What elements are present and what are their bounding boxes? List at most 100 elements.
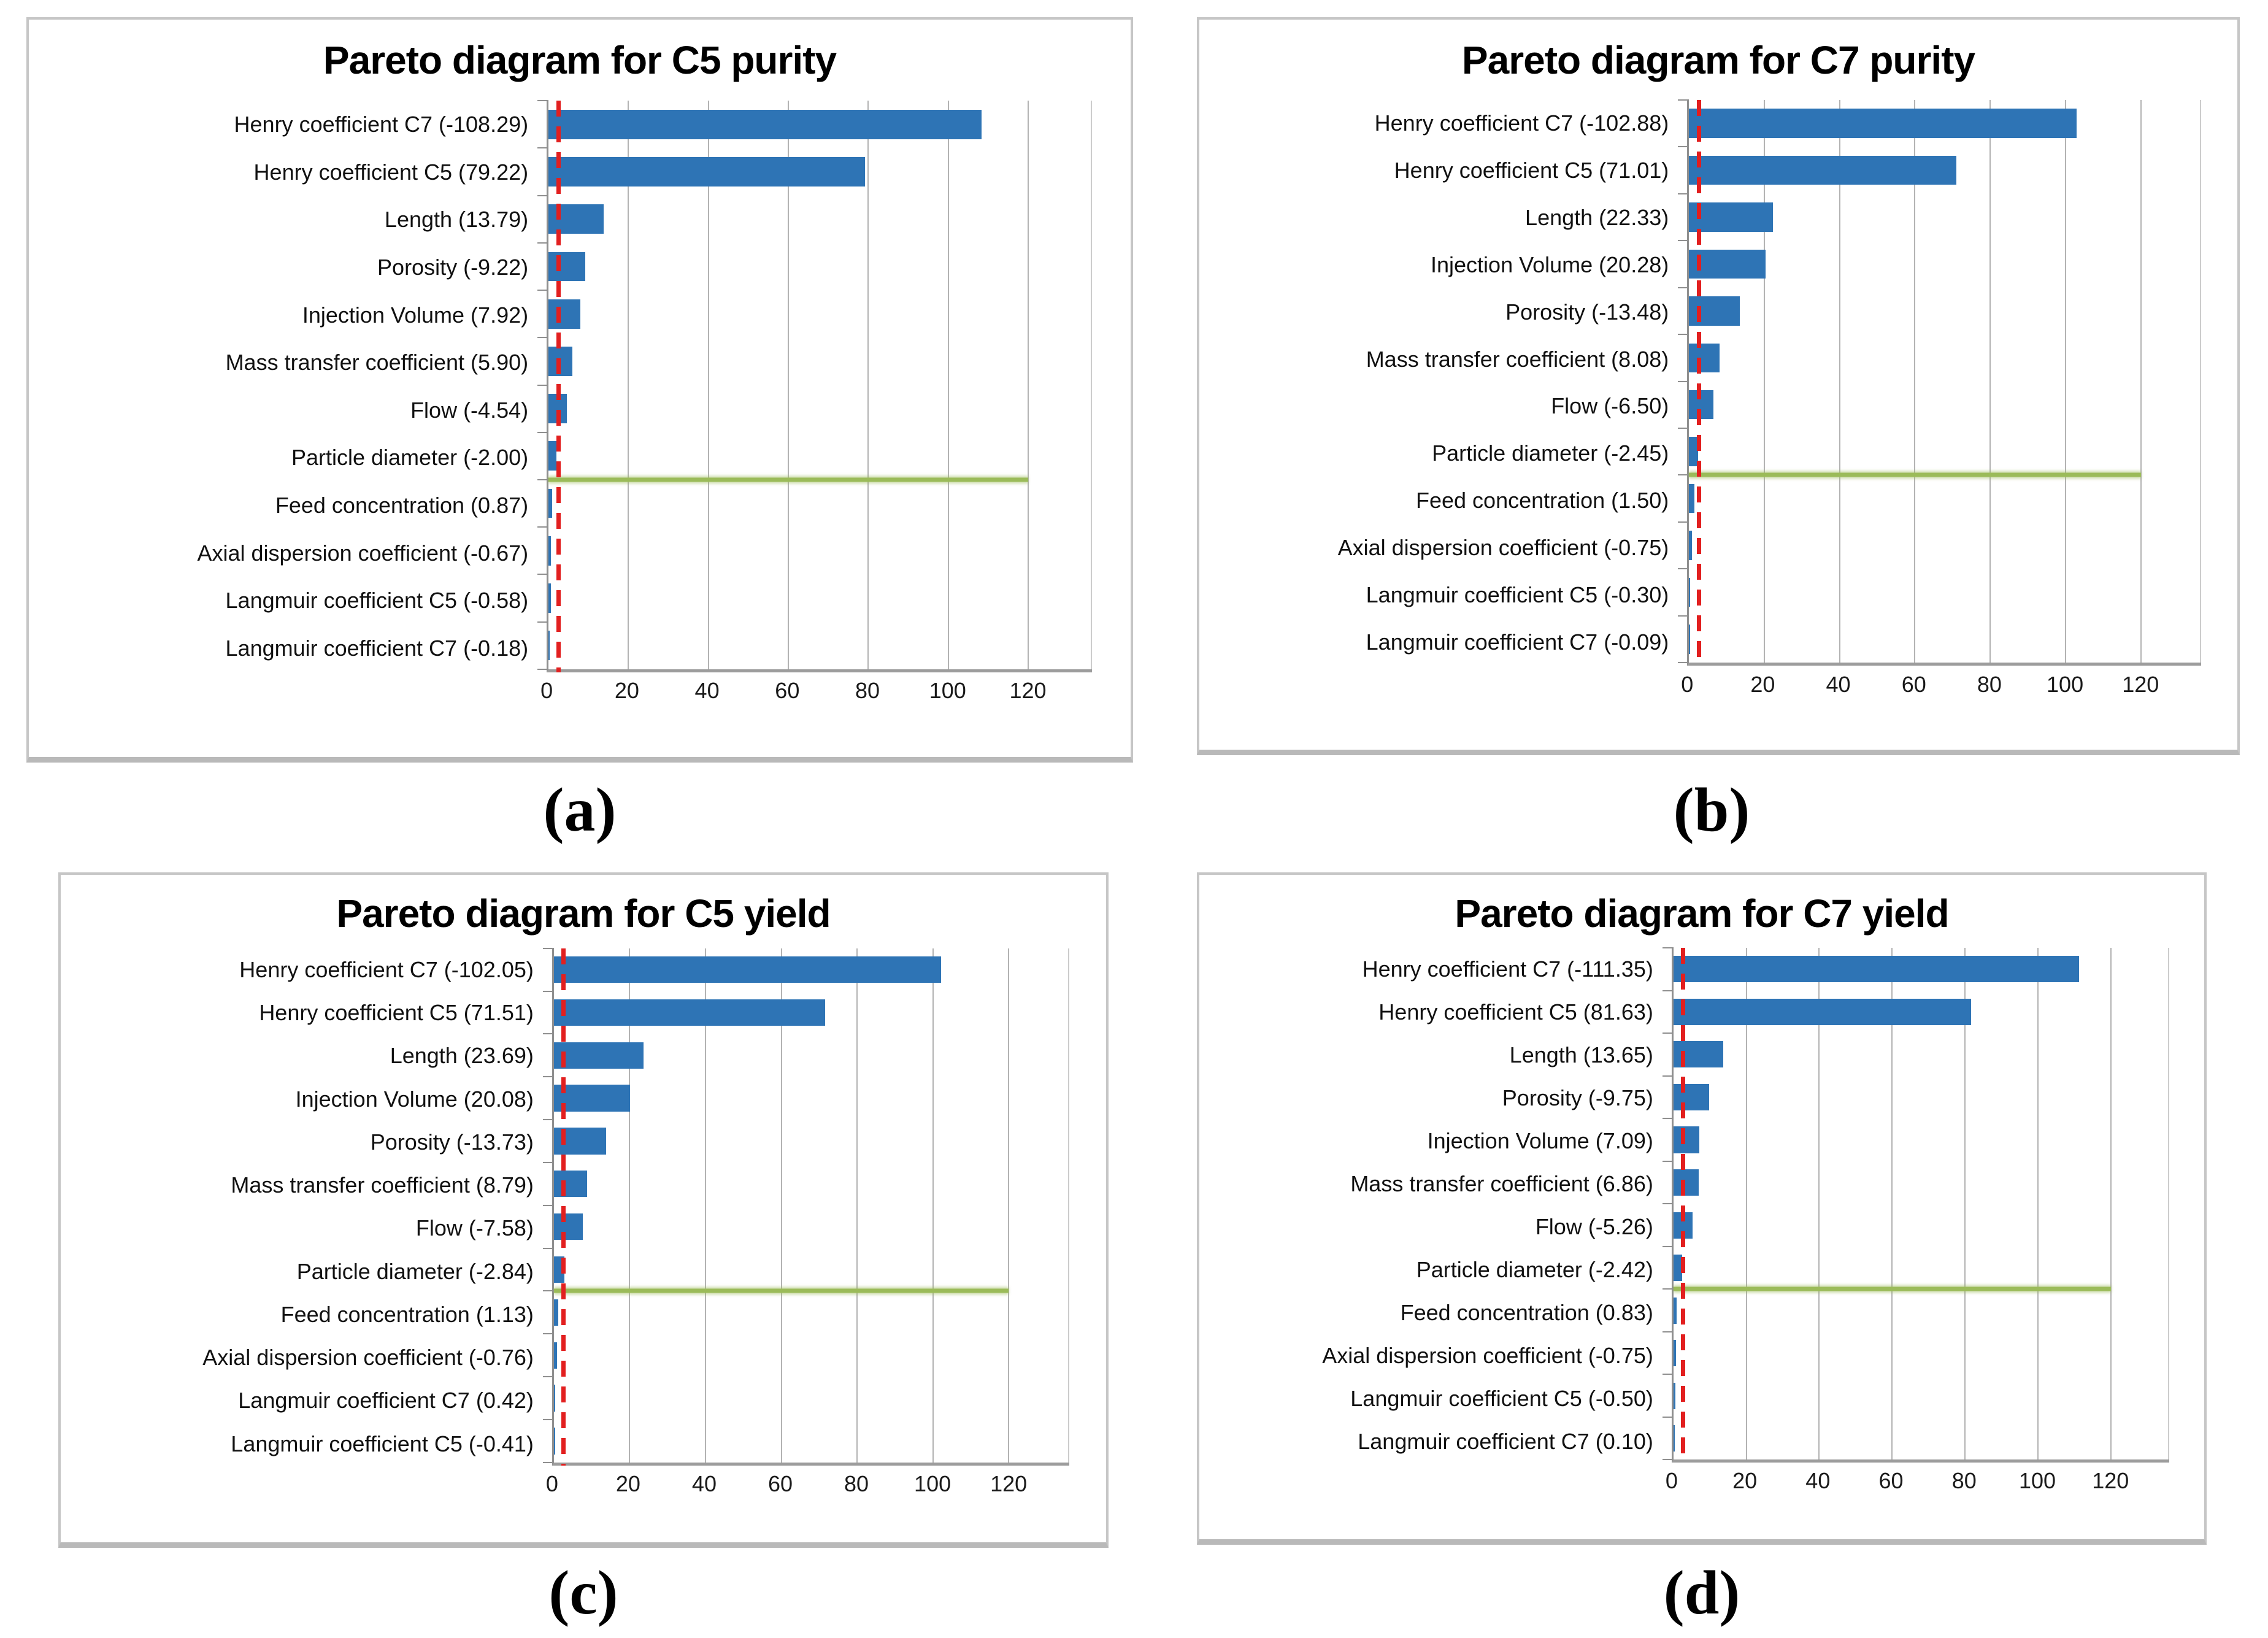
category-label: Porosity (-13.48) xyxy=(1505,299,1669,325)
category-label: Injection Volume (20.08) xyxy=(295,1086,534,1112)
bar xyxy=(553,1385,556,1412)
gridline xyxy=(1839,99,1840,663)
category-label: Langmuir coefficient C7 (0.10) xyxy=(1358,1428,1653,1454)
category-label: Axial dispersion coefficient (-0.76) xyxy=(202,1345,534,1371)
category-label: Porosity (-13.73) xyxy=(370,1129,534,1155)
axis-tick xyxy=(542,1247,554,1249)
axis-tick xyxy=(537,479,549,480)
x-tick-label: 20 xyxy=(1732,1468,1758,1494)
axis-tick xyxy=(1678,380,1689,382)
chart-title: Pareto diagram for C7 purity xyxy=(1461,37,1975,82)
axis-tick xyxy=(1662,1416,1674,1418)
category-label: Flow (-6.50) xyxy=(1551,393,1669,419)
axis-tick xyxy=(537,194,549,196)
x-tick-label: 120 xyxy=(990,1471,1028,1496)
axis-tick xyxy=(1662,1160,1674,1162)
axis-tick xyxy=(1678,521,1689,523)
category-label: Henry coefficient C5 (71.51) xyxy=(259,1000,534,1026)
category-label: Langmuir coefficient C7 (-0.09) xyxy=(1366,629,1669,655)
axis-tick xyxy=(1678,286,1689,288)
category-label: Henry coefficient C7 (-102.05) xyxy=(239,956,534,982)
x-tick-label: 0 xyxy=(1665,1468,1678,1494)
gridline xyxy=(629,948,631,1463)
axis-tick xyxy=(537,668,549,670)
category-label: Henry coefficient C5 (81.63) xyxy=(1378,999,1653,1025)
threshold-line xyxy=(561,948,566,1466)
x-tick-label: 20 xyxy=(615,1471,640,1496)
x-tick-label: 60 xyxy=(767,1471,793,1496)
bar xyxy=(1673,1169,1699,1196)
bar xyxy=(553,956,941,983)
axis-tick xyxy=(542,1461,554,1463)
x-tick-label: 100 xyxy=(929,678,966,704)
plot-area xyxy=(1678,99,2201,666)
x-tick-label: 80 xyxy=(1977,671,2002,697)
bar xyxy=(548,252,586,282)
x-tick-label: 40 xyxy=(694,678,720,704)
axis-tick xyxy=(537,100,549,102)
axis-tick xyxy=(1662,1203,1674,1205)
plot-area xyxy=(537,100,1093,672)
category-label: Axial dispersion coefficient (-0.67) xyxy=(197,540,529,566)
category-label: Axial dispersion coefficient (-0.75) xyxy=(1322,1342,1653,1368)
bar xyxy=(553,1171,588,1198)
category-label: Feed concentration (0.83) xyxy=(1400,1299,1653,1325)
x-tick-label: 60 xyxy=(1878,1468,1904,1494)
x-tick-label: 60 xyxy=(775,678,800,704)
axis-tick xyxy=(1662,990,1674,991)
gridline xyxy=(867,101,869,669)
bar xyxy=(1673,1297,1677,1324)
axis-tick xyxy=(1662,1245,1674,1247)
category-label: Langmuir coefficient C7 (0.42) xyxy=(238,1388,534,1413)
gridline xyxy=(1027,101,1029,669)
bar xyxy=(553,1213,583,1240)
x-tick-label: 120 xyxy=(1009,678,1047,704)
axis-tick xyxy=(1662,1374,1674,1375)
category-label: Henry coefficient C7 (-111.35) xyxy=(1362,956,1653,982)
x-tick-label: 120 xyxy=(2092,1468,2129,1494)
category-label: Flow (-4.54) xyxy=(410,397,529,423)
category-label: Henry coefficient C7 (-102.88) xyxy=(1374,110,1669,136)
plot-area xyxy=(542,947,1070,1466)
bar xyxy=(1689,437,1699,466)
chart-title: Pareto diagram for C5 yield xyxy=(336,891,831,936)
category-label: Langmuir coefficient C5 (-0.41) xyxy=(231,1431,534,1456)
category-label: Injection Volume (7.92) xyxy=(302,302,529,328)
x-axis: 0 20 40 60 80 100 120 xyxy=(540,678,1092,715)
axis-tick xyxy=(1678,334,1689,336)
category-label: Length (13.79) xyxy=(384,207,529,233)
gridline xyxy=(788,101,789,669)
axis-tick xyxy=(542,1161,554,1163)
bar xyxy=(1689,109,2077,138)
bar xyxy=(553,1299,558,1326)
bar xyxy=(553,1428,556,1455)
category-label: Particle diameter (-2.45) xyxy=(1432,440,1669,466)
axis-tick xyxy=(537,431,549,433)
axis-tick xyxy=(1662,1075,1674,1077)
axis-tick xyxy=(537,574,549,575)
bar xyxy=(548,299,580,329)
chart-title: Pareto diagram for C7 yield xyxy=(1455,891,1949,936)
gridline xyxy=(628,101,629,669)
gridline xyxy=(1914,99,1916,663)
pareto-panel-c5-yield: Pareto diagram for C5 yield Henry coeffi… xyxy=(58,872,1109,1548)
gridline xyxy=(1008,948,1010,1463)
bar xyxy=(1673,1382,1675,1409)
category-label: Langmuir coefficient C5 (-0.58) xyxy=(225,588,529,613)
category-axis: Henry coefficient C7 (-102.88) Henry coef… xyxy=(1199,100,1687,666)
bar xyxy=(548,441,557,471)
x-tick-label: 40 xyxy=(691,1471,717,1496)
bar xyxy=(553,1085,630,1112)
bar xyxy=(1673,1083,1709,1110)
gridline xyxy=(707,101,709,669)
bar xyxy=(1673,1425,1675,1452)
axis-tick xyxy=(537,621,549,623)
x-tick-label: 20 xyxy=(1750,671,1775,697)
axis-tick xyxy=(1662,1118,1674,1120)
bar xyxy=(1673,1340,1677,1367)
axis-tick xyxy=(542,1333,554,1335)
axis-tick xyxy=(542,1290,554,1292)
axis-tick xyxy=(542,1376,554,1378)
category-label: Henry coefficient C5 (79.22) xyxy=(253,159,529,185)
axis-tick xyxy=(1678,427,1689,429)
